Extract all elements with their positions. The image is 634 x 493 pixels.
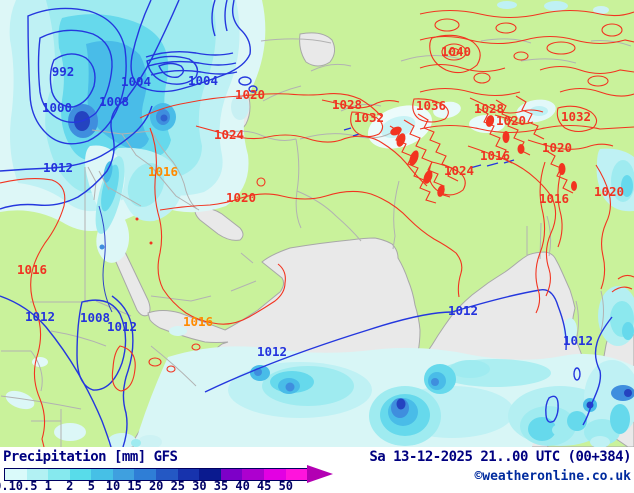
scale-swatch-40 bbox=[242, 469, 264, 480]
scale-tick: 50 bbox=[278, 479, 294, 493]
scale-swatch-1 bbox=[48, 469, 70, 480]
precipitation-scale-bar bbox=[4, 468, 308, 481]
persian-gulf bbox=[194, 207, 244, 241]
scale-swatch-45 bbox=[263, 469, 286, 480]
pressure-label: 1016 bbox=[148, 164, 178, 179]
pressure-label: 1012 bbox=[25, 309, 55, 324]
pressure-label: 1024 bbox=[444, 163, 474, 178]
scale-swatch-20 bbox=[156, 469, 178, 480]
scale-tick: 2 bbox=[66, 479, 74, 493]
pressure-label: 1040 bbox=[441, 44, 471, 59]
copyright-text: ©weatheronline.co.uk bbox=[474, 469, 631, 484]
pressure-label: 1024 bbox=[214, 127, 244, 142]
scale-swatch-35 bbox=[220, 469, 243, 480]
pressure-label: 1008 bbox=[99, 94, 129, 109]
scale-swatch-0.5 bbox=[26, 469, 49, 480]
scale-tick: 20 bbox=[148, 479, 164, 493]
forecast-datetime: Sa 13-12-2025 21..00 UTC (00+384) bbox=[369, 449, 631, 465]
pressure-label: 1004 bbox=[121, 74, 151, 89]
pressure-label: 1016 bbox=[183, 314, 213, 329]
scale-tick: 25 bbox=[170, 479, 186, 493]
weather-map: 992 1000 1004 1004 1008 1012 1012 1008 1012 1012 1… bbox=[0, 0, 634, 447]
legend-bar: Precipitation [mm] GFS Sa 13-12-2025 21.… bbox=[0, 447, 634, 493]
pressure-label: 1000 bbox=[42, 100, 72, 115]
pressure-label: 1012 bbox=[563, 333, 593, 348]
pressure-label: 1020 bbox=[226, 190, 256, 205]
legend-title: Precipitation [mm] GFS bbox=[3, 449, 178, 465]
scale-swatch-15 bbox=[134, 469, 157, 480]
pressure-label: 1004 bbox=[188, 73, 218, 88]
pressure-label: 1016 bbox=[480, 148, 510, 163]
pressure-label: 1020 bbox=[235, 87, 265, 102]
pressure-label: 1012 bbox=[448, 303, 478, 318]
scale-tick: 30 bbox=[192, 479, 207, 493]
pressure-label: 1020 bbox=[594, 184, 624, 199]
scale-tick: 45 bbox=[256, 479, 272, 493]
scale-swatch-25 bbox=[177, 469, 200, 480]
scale-swatch-30 bbox=[199, 469, 221, 480]
scale-swatch-50 bbox=[285, 469, 308, 480]
scale-swatch-10 bbox=[112, 469, 135, 480]
pressure-label: 992 bbox=[52, 64, 75, 79]
scale-arrow-icon bbox=[307, 465, 333, 483]
scale-tick: 35 bbox=[213, 479, 229, 493]
scale-tick: 40 bbox=[235, 479, 250, 493]
scale-tick: 15 bbox=[127, 479, 142, 493]
scale-tick: 0.5 bbox=[15, 479, 38, 493]
pressure-label: 1032 bbox=[561, 109, 591, 124]
pressure-label: 1016 bbox=[17, 262, 47, 277]
isobar-blue-layer bbox=[0, 0, 613, 447]
scale-tick: 10 bbox=[105, 479, 121, 493]
aral-sea bbox=[299, 32, 336, 67]
pressure-label: 1020 bbox=[496, 113, 526, 128]
scale-swatch-0.1 bbox=[5, 469, 27, 480]
scale-swatch-5 bbox=[91, 469, 113, 480]
pressure-label: 1036 bbox=[416, 98, 446, 113]
scale-tick: 1 bbox=[44, 479, 52, 493]
pressure-label: 1012 bbox=[107, 319, 137, 334]
precipitation-layer bbox=[0, 0, 634, 447]
scale-swatch-2 bbox=[69, 469, 92, 480]
pressure-label: 1012 bbox=[43, 160, 73, 175]
pressure-label: 1020 bbox=[542, 140, 572, 155]
pressure-label: 1012 bbox=[257, 344, 287, 359]
scale-tick: 0.1 bbox=[0, 479, 16, 493]
pressure-label: 1032 bbox=[354, 110, 384, 125]
pressure-label: 1016 bbox=[539, 191, 569, 206]
pressure-label: 1028 bbox=[332, 97, 362, 112]
isobar-red-layer bbox=[0, 9, 634, 447]
scale-tick: 5 bbox=[87, 479, 96, 493]
pressure-label: 1008 bbox=[80, 310, 110, 325]
pressure-label: 1028 bbox=[474, 101, 504, 116]
